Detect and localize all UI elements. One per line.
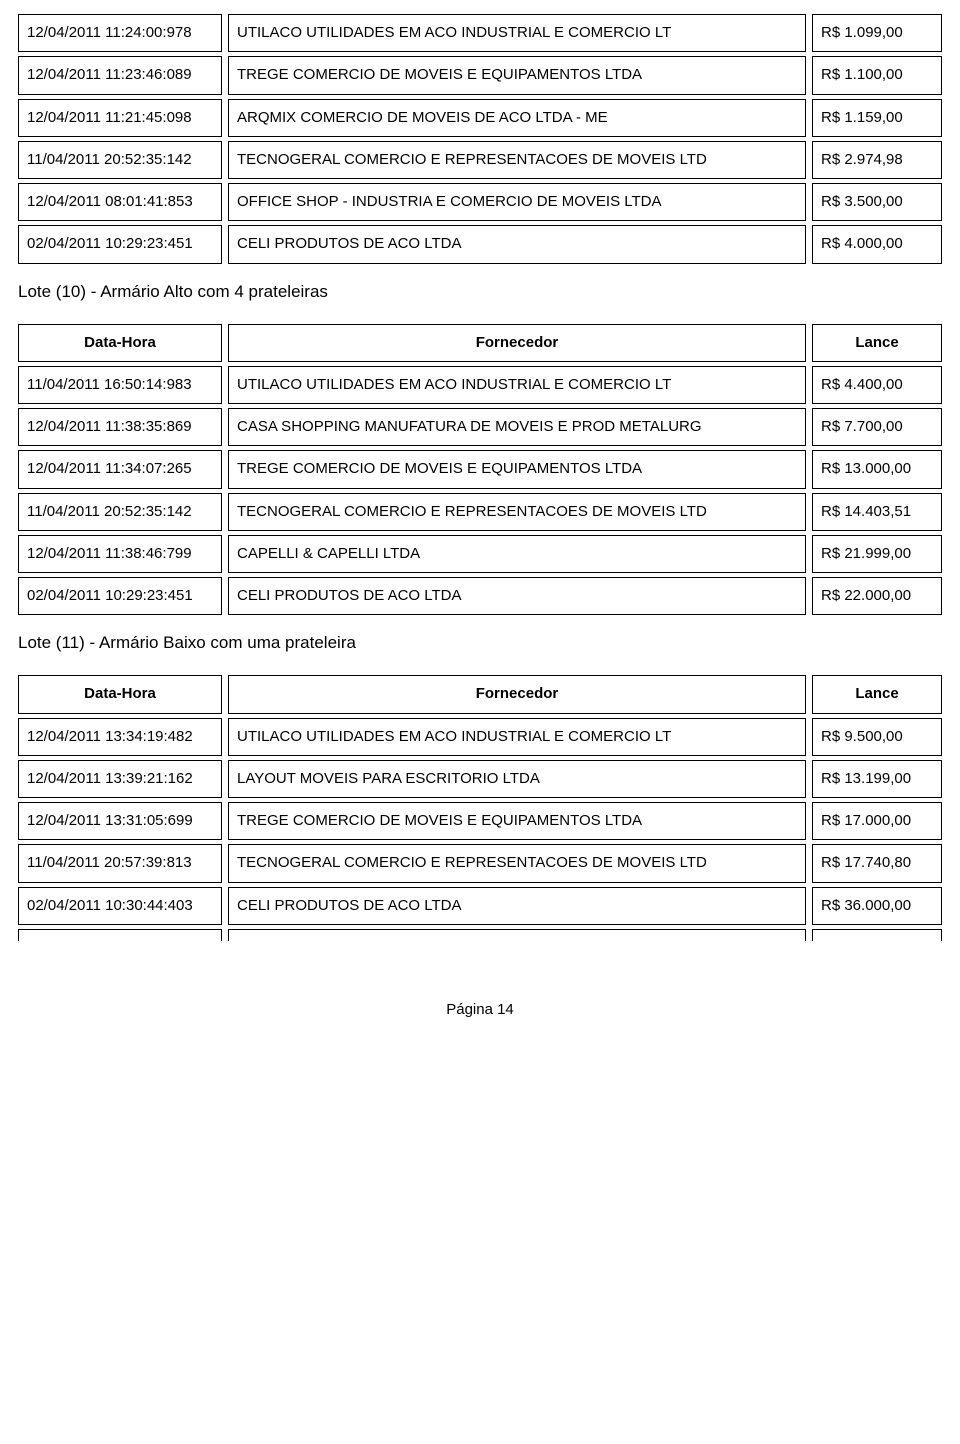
cell-date: 12/04/2011 13:31:05:699 (18, 802, 222, 840)
cell-price: R$ 13.199,00 (812, 760, 942, 798)
cell-date (18, 929, 222, 941)
cell-date: 12/04/2011 11:21:45:098 (18, 99, 222, 137)
cell-date: 11/04/2011 20:57:39:813 (18, 844, 222, 882)
cell-date: 12/04/2011 08:01:41:853 (18, 183, 222, 221)
cell-price: R$ 3.500,00 (812, 183, 942, 221)
cell-price (812, 929, 942, 941)
cell-supplier: UTILACO UTILIDADES EM ACO INDUSTRIAL E C… (228, 366, 806, 404)
cell-supplier: CAPELLI & CAPELLI LTDA (228, 535, 806, 573)
cell-price: R$ 1.159,00 (812, 99, 942, 137)
header-price: Lance (812, 324, 942, 362)
lote-11-table: Data-Hora Fornecedor Lance 12/04/2011 13… (18, 675, 942, 941)
cell-date: 12/04/2011 13:39:21:162 (18, 760, 222, 798)
cell-date: 12/04/2011 11:24:00:978 (18, 14, 222, 52)
lote-11-title: Lote (11) - Armário Baixo com uma pratel… (18, 633, 942, 653)
cell-supplier: TECNOGERAL COMERCIO E REPRESENTACOES DE … (228, 844, 806, 882)
cell-price: R$ 1.099,00 (812, 14, 942, 52)
page-number: Página 14 (18, 1001, 942, 1018)
table-row: 12/04/2011 13:39:21:162 LAYOUT MOVEIS PA… (18, 760, 942, 798)
header-price: Lance (812, 675, 942, 713)
table-row: 11/04/2011 16:50:14:983 UTILACO UTILIDAD… (18, 366, 942, 404)
cell-supplier: TREGE COMERCIO DE MOVEIS E EQUIPAMENTOS … (228, 450, 806, 488)
table-row: 12/04/2011 11:24:00:978 UTILACO UTILIDAD… (18, 14, 942, 52)
table-row: 12/04/2011 08:01:41:853 OFFICE SHOP - IN… (18, 183, 942, 221)
table-row: 11/04/2011 20:57:39:813 TECNOGERAL COMER… (18, 844, 942, 882)
cell-date: 02/04/2011 10:30:44:403 (18, 887, 222, 925)
cell-supplier: UTILACO UTILIDADES EM ACO INDUSTRIAL E C… (228, 14, 806, 52)
cell-supplier: OFFICE SHOP - INDUSTRIA E COMERCIO DE MO… (228, 183, 806, 221)
cell-date: 12/04/2011 11:38:46:799 (18, 535, 222, 573)
cell-price: R$ 1.100,00 (812, 56, 942, 94)
table-row-empty (18, 929, 942, 941)
table-row: 02/04/2011 10:29:23:451 CELI PRODUTOS DE… (18, 577, 942, 615)
cell-supplier: UTILACO UTILIDADES EM ACO INDUSTRIAL E C… (228, 718, 806, 756)
table-row: 11/04/2011 20:52:35:142 TECNOGERAL COMER… (18, 493, 942, 531)
header-date: Data-Hora (18, 675, 222, 713)
cell-supplier: TECNOGERAL COMERCIO E REPRESENTACOES DE … (228, 141, 806, 179)
cell-supplier: CELI PRODUTOS DE ACO LTDA (228, 225, 806, 263)
cell-date: 12/04/2011 11:38:35:869 (18, 408, 222, 446)
cell-date: 12/04/2011 11:23:46:089 (18, 56, 222, 94)
table-header: Data-Hora Fornecedor Lance (18, 324, 942, 362)
cell-price: R$ 17.000,00 (812, 802, 942, 840)
cell-price: R$ 13.000,00 (812, 450, 942, 488)
table-row: 12/04/2011 13:34:19:482 UTILACO UTILIDAD… (18, 718, 942, 756)
table-row: 11/04/2011 20:52:35:142 TECNOGERAL COMER… (18, 141, 942, 179)
table-row: 12/04/2011 11:34:07:265 TREGE COMERCIO D… (18, 450, 942, 488)
header-date: Data-Hora (18, 324, 222, 362)
table-row: 02/04/2011 10:30:44:403 CELI PRODUTOS DE… (18, 887, 942, 925)
cell-price: R$ 9.500,00 (812, 718, 942, 756)
cell-supplier: TREGE COMERCIO DE MOVEIS E EQUIPAMENTOS … (228, 56, 806, 94)
cell-supplier: CELI PRODUTOS DE ACO LTDA (228, 887, 806, 925)
cell-date: 02/04/2011 10:29:23:451 (18, 577, 222, 615)
cell-date: 11/04/2011 20:52:35:142 (18, 141, 222, 179)
cell-price: R$ 21.999,00 (812, 535, 942, 573)
cell-date: 11/04/2011 16:50:14:983 (18, 366, 222, 404)
table-row: 02/04/2011 10:29:23:451 CELI PRODUTOS DE… (18, 225, 942, 263)
cell-supplier: TECNOGERAL COMERCIO E REPRESENTACOES DE … (228, 493, 806, 531)
table-row: 12/04/2011 11:21:45:098 ARQMIX COMERCIO … (18, 99, 942, 137)
cell-price: R$ 2.974,98 (812, 141, 942, 179)
cell-price: R$ 7.700,00 (812, 408, 942, 446)
cell-price: R$ 4.400,00 (812, 366, 942, 404)
cell-price: R$ 22.000,00 (812, 577, 942, 615)
cell-supplier: ARQMIX COMERCIO DE MOVEIS DE ACO LTDA - … (228, 99, 806, 137)
cell-date: 11/04/2011 20:52:35:142 (18, 493, 222, 531)
cell-price: R$ 4.000,00 (812, 225, 942, 263)
cell-price: R$ 36.000,00 (812, 887, 942, 925)
top-continuation-table: 12/04/2011 11:24:00:978 UTILACO UTILIDAD… (18, 14, 942, 264)
cell-supplier: CELI PRODUTOS DE ACO LTDA (228, 577, 806, 615)
lote-10-table: Data-Hora Fornecedor Lance 11/04/2011 16… (18, 324, 942, 616)
cell-price: R$ 17.740,80 (812, 844, 942, 882)
cell-supplier: LAYOUT MOVEIS PARA ESCRITORIO LTDA (228, 760, 806, 798)
table-row: 12/04/2011 11:38:35:869 CASA SHOPPING MA… (18, 408, 942, 446)
cell-date: 12/04/2011 13:34:19:482 (18, 718, 222, 756)
cell-supplier: TREGE COMERCIO DE MOVEIS E EQUIPAMENTOS … (228, 802, 806, 840)
cell-date: 12/04/2011 11:34:07:265 (18, 450, 222, 488)
table-row: 12/04/2011 11:23:46:089 TREGE COMERCIO D… (18, 56, 942, 94)
cell-supplier (228, 929, 806, 941)
lote-10-title: Lote (10) - Armário Alto com 4 prateleir… (18, 282, 942, 302)
cell-date: 02/04/2011 10:29:23:451 (18, 225, 222, 263)
table-row: 12/04/2011 11:38:46:799 CAPELLI & CAPELL… (18, 535, 942, 573)
header-supplier: Fornecedor (228, 324, 806, 362)
table-row: 12/04/2011 13:31:05:699 TREGE COMERCIO D… (18, 802, 942, 840)
header-supplier: Fornecedor (228, 675, 806, 713)
cell-price: R$ 14.403,51 (812, 493, 942, 531)
cell-supplier: CASA SHOPPING MANUFATURA DE MOVEIS E PRO… (228, 408, 806, 446)
table-header: Data-Hora Fornecedor Lance (18, 675, 942, 713)
